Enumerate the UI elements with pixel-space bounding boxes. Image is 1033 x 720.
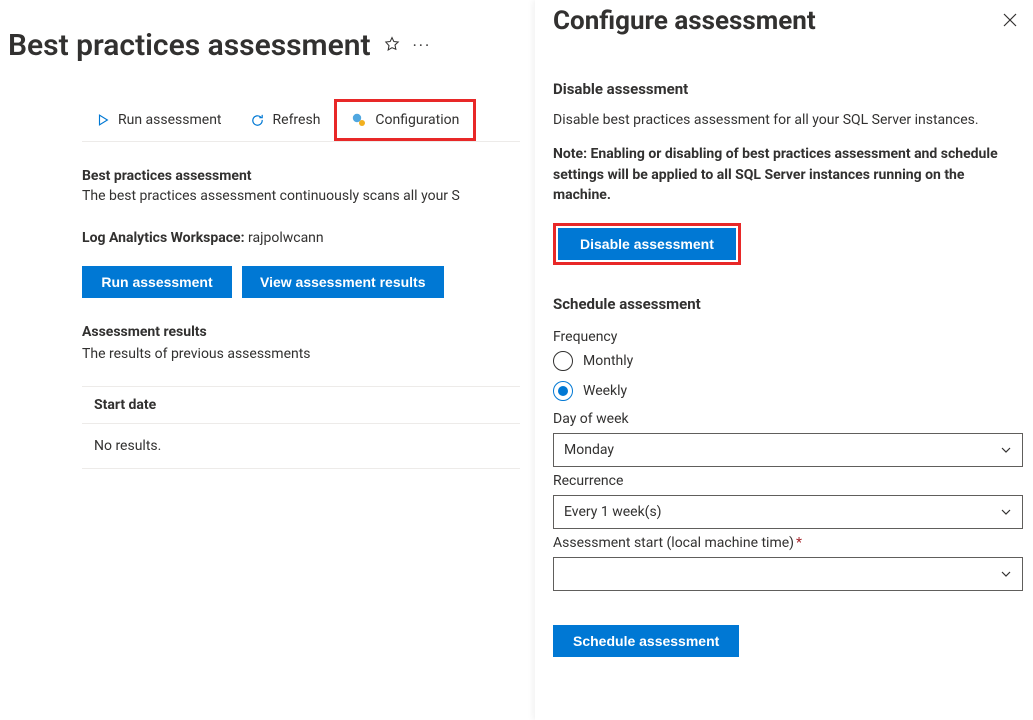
assessment-start-dropdown[interactable] <box>553 557 1023 591</box>
recurrence-label: Recurrence <box>553 473 1023 489</box>
frequency-label: Frequency <box>553 329 1023 345</box>
content-body: Run assessment Refresh Configuration Bes… <box>4 99 520 469</box>
command-bar: Run assessment Refresh Configuration <box>82 99 520 142</box>
play-icon <box>96 113 110 127</box>
assessment-start-label: Assessment start (local machine time)* <box>553 535 1023 551</box>
run-assessment-button[interactable]: Run assessment <box>82 266 232 298</box>
more-actions-icon[interactable]: ··· <box>413 36 432 55</box>
overview-heading: Best practices assessment <box>82 168 520 184</box>
close-icon[interactable] <box>997 7 1023 36</box>
page-title: Best practices assessment <box>8 28 371 63</box>
day-of-week-label: Day of week <box>553 411 1023 427</box>
results-heading: Assessment results <box>82 324 520 340</box>
configuration-icon <box>351 112 367 128</box>
overview-description: The best practices assessment continuous… <box>82 188 520 204</box>
law-value: rajpolwcann <box>248 230 324 246</box>
recurrence-value: Every 1 week(s) <box>564 504 662 520</box>
frequency-monthly-label: Monthly <box>583 353 633 369</box>
radio-unselected-icon <box>553 351 573 371</box>
configuration-command[interactable]: Configuration <box>334 99 476 141</box>
main-content: Best practices assessment ··· Run assess… <box>0 0 520 469</box>
results-empty-row: No results. <box>82 424 520 469</box>
frequency-weekly-label: Weekly <box>583 383 627 399</box>
log-analytics-workspace: Log Analytics Workspace: rajpolwcann <box>82 230 520 246</box>
refresh-icon <box>250 113 265 128</box>
note-prefix: Note: <box>553 146 587 162</box>
disable-button-highlight: Disable assessment <box>553 223 741 265</box>
chevron-down-icon <box>1000 506 1012 518</box>
disable-assessment-button[interactable]: Disable assessment <box>558 228 736 260</box>
day-of-week-field: Day of week Monday <box>553 411 1023 467</box>
schedule-assessment-button[interactable]: Schedule assessment <box>553 625 739 657</box>
note-text: Enabling or disabling of best practices … <box>553 146 998 203</box>
results-description: The results of previous assessments <box>82 346 520 362</box>
view-assessment-results-button[interactable]: View assessment results <box>242 266 444 298</box>
favorite-star-icon[interactable] <box>383 35 401 57</box>
frequency-monthly-radio[interactable]: Monthly <box>553 351 1023 371</box>
disable-text: Disable best practices assessment for al… <box>553 110 1023 130</box>
day-of-week-dropdown[interactable]: Monday <box>553 433 1023 467</box>
run-assessment-command[interactable]: Run assessment <box>82 99 236 141</box>
configuration-label: Configuration <box>375 112 459 128</box>
frequency-weekly-radio[interactable]: Weekly <box>553 381 1023 401</box>
radio-selected-icon <box>553 381 573 401</box>
recurrence-dropdown[interactable]: Every 1 week(s) <box>553 495 1023 529</box>
configure-assessment-panel: Configure assessment Disable assessment … <box>535 0 1033 720</box>
chevron-down-icon <box>1000 568 1012 580</box>
results-column-start-date: Start date <box>82 386 520 424</box>
run-assessment-label: Run assessment <box>118 112 222 128</box>
schedule-heading: Schedule assessment <box>553 295 1023 313</box>
chevron-down-icon <box>1000 444 1012 456</box>
assessment-start-label-text: Assessment start (local machine time) <box>553 535 794 551</box>
disable-note: Note: Enabling or disabling of best prac… <box>553 144 1023 205</box>
action-buttons: Run assessment View assessment results <box>82 266 520 298</box>
frequency-field: Frequency Monthly Weekly <box>553 329 1023 401</box>
required-indicator: * <box>796 535 802 551</box>
refresh-command[interactable]: Refresh <box>236 99 335 141</box>
assessment-start-field: Assessment start (local machine time)* <box>553 535 1023 591</box>
day-of-week-value: Monday <box>564 442 614 458</box>
law-label: Log Analytics Workspace: <box>82 230 245 246</box>
refresh-label: Refresh <box>273 112 321 128</box>
page-title-row: Best practices assessment ··· <box>4 28 520 63</box>
recurrence-field: Recurrence Every 1 week(s) <box>553 473 1023 529</box>
panel-title: Configure assessment <box>553 6 816 36</box>
panel-header: Configure assessment <box>553 6 1023 36</box>
disable-heading: Disable assessment <box>553 80 1023 98</box>
